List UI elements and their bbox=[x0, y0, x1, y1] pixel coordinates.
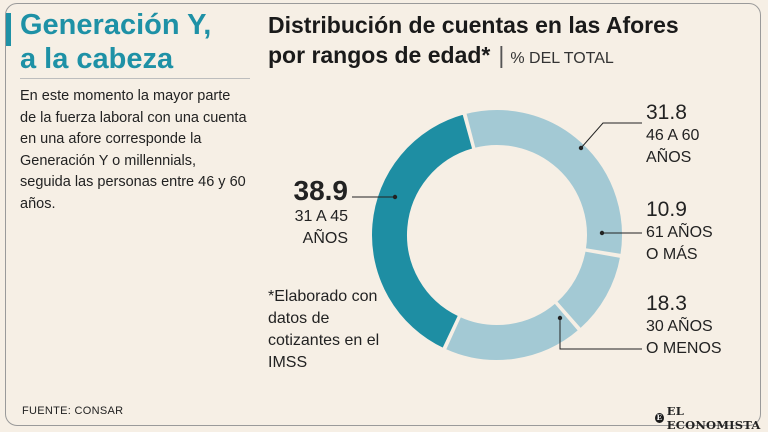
source-note: FUENTE: CONSAR bbox=[22, 405, 124, 417]
headline: Generación Y, a la cabeza bbox=[20, 8, 211, 76]
slice-desc-31-45-line1: 31 A 45 bbox=[294, 208, 348, 225]
slice-label-30-menos: 18.3 30 AÑOS O MENOS bbox=[646, 292, 722, 360]
donut-slice-18-3 bbox=[443, 301, 581, 362]
leader-dot-31-8 bbox=[578, 145, 584, 151]
logo-mark-icon: E bbox=[655, 413, 664, 423]
leader-dot-18-3 bbox=[557, 315, 563, 321]
chart-title-line-1: Distribución de cuentas en las Afores bbox=[268, 12, 679, 38]
slice-label-31-45: 38.9 31 A 45 AÑOS bbox=[262, 175, 349, 250]
donut-slice-31-8 bbox=[464, 108, 624, 257]
intro-text: En este momento la mayor parte de la fue… bbox=[20, 88, 247, 212]
slice-desc-61-mas-line1: 61 AÑOS bbox=[646, 224, 713, 241]
slice-desc-61-mas-line2: O MÁS bbox=[646, 246, 698, 263]
headline-accent-bar bbox=[6, 13, 11, 46]
publisher-logo: E EL ECONOMISTA bbox=[655, 404, 768, 432]
chart-title: Distribución de cuentas en las Afores po… bbox=[268, 10, 679, 74]
slice-value-46-60: 31.8 bbox=[646, 101, 687, 124]
slice-label-46-60: 31.8 46 A 60 AÑOS bbox=[646, 101, 699, 169]
slice-desc-46-60-line1: 46 A 60 bbox=[646, 127, 700, 144]
logo-text: EL ECONOMISTA bbox=[666, 404, 761, 432]
donut-slice-38-9 bbox=[370, 112, 475, 351]
slice-value-61-mas: 10.9 bbox=[646, 198, 687, 221]
donut-slice-10-9 bbox=[554, 249, 623, 331]
slice-desc-31-45-line2: AÑOS bbox=[302, 230, 348, 247]
leader-dot-10-9 bbox=[599, 230, 605, 236]
slice-value-31-45: 38.9 bbox=[293, 175, 349, 206]
chart-unit: % DEL TOTAL bbox=[510, 50, 614, 67]
headline-divider bbox=[20, 78, 250, 79]
chart-footnote: *Elaborado con datos de cotizantes en el… bbox=[268, 288, 380, 371]
slice-value-30-menos: 18.3 bbox=[646, 292, 687, 315]
slice-label-61-mas: 10.9 61 AÑOS O MÁS bbox=[646, 198, 713, 266]
headline-line-2: a la cabeza bbox=[20, 43, 174, 75]
donut-slices bbox=[370, 108, 624, 362]
chart-title-line-2: por rangos de edad* bbox=[268, 42, 491, 68]
headline-line-1: Generación Y, bbox=[20, 9, 212, 41]
title-separator: | bbox=[498, 42, 505, 68]
slice-desc-30-menos-line1: 30 AÑOS bbox=[646, 318, 713, 335]
slice-desc-46-60-line2: AÑOS bbox=[646, 149, 692, 166]
graphic-frame bbox=[5, 3, 761, 426]
leader-line-18-3 bbox=[559, 318, 642, 350]
leader-line-31-8 bbox=[580, 122, 642, 149]
slice-desc-30-menos-line2: O MENOS bbox=[646, 340, 722, 357]
leader-lines bbox=[352, 122, 642, 350]
leader-dot-38-9 bbox=[392, 194, 398, 200]
